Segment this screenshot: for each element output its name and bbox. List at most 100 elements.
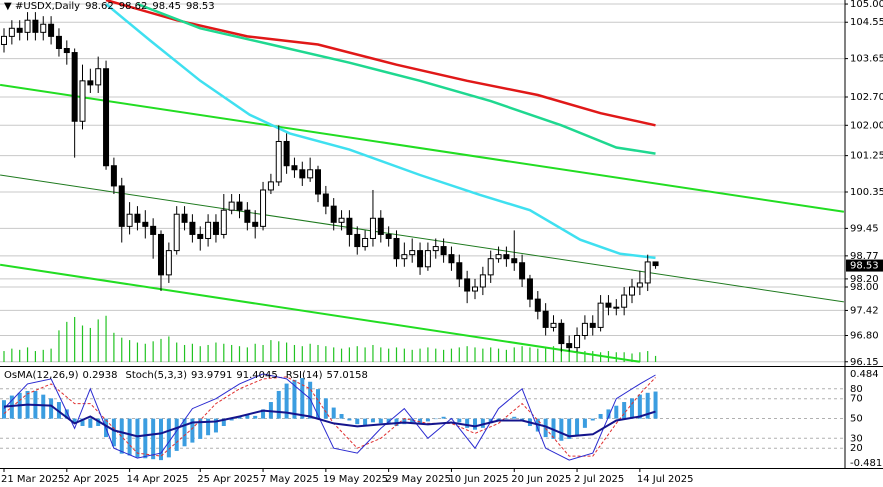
osma-bar	[402, 418, 407, 425]
candle-body	[652, 261, 659, 267]
osma-bar	[135, 418, 140, 458]
osma-bar	[355, 418, 360, 425]
osma-bar	[96, 418, 101, 427]
osma-bar	[331, 407, 336, 419]
candle-body	[369, 217, 376, 239]
candle-body	[212, 221, 219, 235]
x-tick-label: 7 May 2025	[260, 474, 319, 485]
candle-body	[424, 250, 431, 268]
x-tick-label: 29 May 2025	[386, 474, 451, 485]
osma-bar	[127, 418, 132, 456]
osma-bar	[300, 378, 305, 419]
candle-body	[87, 80, 94, 86]
trend-line	[0, 83, 845, 213]
candle-body	[338, 217, 345, 223]
osma-bar	[512, 416, 517, 419]
osma-bar	[559, 418, 564, 441]
y-tick-label: 80	[850, 384, 863, 395]
candle-body	[456, 262, 463, 280]
osma-bar	[111, 418, 116, 447]
osma-bar	[347, 418, 352, 421]
y-tick-label: 70	[850, 394, 863, 405]
osma-bar	[378, 418, 383, 424]
osma-bar	[614, 405, 619, 419]
candle-body	[346, 217, 353, 235]
moving-average	[105, 0, 656, 127]
osma-bar	[543, 418, 548, 438]
candle-body	[181, 213, 188, 223]
osma-bar	[410, 418, 415, 423]
candle-body	[581, 322, 588, 336]
candle-body	[260, 189, 267, 227]
rsi-label: RSI(14)	[286, 370, 323, 381]
candle-body	[307, 169, 314, 179]
candle-body	[448, 254, 455, 264]
trend-line	[0, 174, 844, 303]
header-low: 98.45	[152, 1, 181, 12]
candle-body	[8, 27, 15, 37]
current-price-box	[846, 259, 883, 272]
collapse-icon[interactable]: ▼	[4, 1, 12, 12]
osma-bar	[582, 418, 587, 428]
candle-body	[566, 343, 573, 349]
candle-body	[252, 221, 259, 227]
candle-body	[63, 48, 70, 54]
candle-body	[299, 169, 306, 179]
headers: ▼ #USDX,Daily 98.62 98.62 98.45 98.53 OsMA(1…	[4, 1, 368, 381]
candle-body	[354, 233, 361, 248]
osma-bar	[425, 418, 430, 422]
osma-bar	[473, 418, 477, 430]
y-tick-label: 103.65	[850, 54, 883, 65]
candle-body	[275, 140, 282, 183]
osma-bar	[237, 416, 242, 419]
candle-body	[636, 282, 643, 288]
candle-body	[401, 254, 408, 260]
osma-bar	[433, 418, 438, 420]
osma-bar	[622, 402, 627, 419]
candle-body	[110, 165, 117, 187]
header-open: 98.62	[85, 1, 114, 12]
osma-value: 0.2938	[83, 370, 118, 381]
y-tick-label: 100.35	[850, 187, 883, 198]
y-tick-label: 30	[850, 433, 863, 444]
y-tick-label: 102.00	[850, 120, 883, 131]
osma-bar	[316, 389, 320, 419]
candle-body	[142, 221, 149, 227]
osma-bar	[504, 418, 509, 420]
osma-bar	[323, 398, 328, 419]
osma-bar	[213, 418, 218, 433]
osma-bar	[41, 394, 46, 419]
osma-bar	[339, 414, 344, 419]
osma-bar	[606, 409, 611, 419]
osma-bar	[174, 418, 179, 451]
candle-body	[330, 205, 337, 223]
y-tick-label: 98.00	[850, 282, 879, 293]
osma-bar	[465, 418, 470, 428]
candle-body	[118, 185, 125, 227]
candle-body	[526, 278, 533, 300]
header-high: 98.62	[119, 1, 148, 12]
indicator-panel	[0, 373, 845, 461]
candle-body	[220, 209, 227, 235]
osma-bar	[88, 418, 93, 428]
candle-body	[40, 23, 47, 33]
candle-body	[267, 181, 274, 191]
candle-body	[79, 80, 86, 122]
osma-bar	[457, 418, 462, 423]
osma-bar	[245, 414, 250, 419]
y-tick-label: 99.45	[850, 223, 879, 234]
candle-body	[362, 237, 369, 248]
candle-body	[464, 278, 471, 292]
candle-body	[95, 68, 102, 86]
osma-bar	[49, 398, 54, 419]
candle-body	[597, 302, 604, 328]
osma-bar	[72, 418, 77, 424]
osma-bar	[151, 418, 156, 460]
y-tick-label: 101.25	[850, 151, 883, 162]
y-tick-label: 104.55	[850, 17, 883, 28]
osma-bar	[363, 418, 368, 427]
osma-bar	[637, 394, 642, 419]
osma-bar	[198, 418, 203, 439]
